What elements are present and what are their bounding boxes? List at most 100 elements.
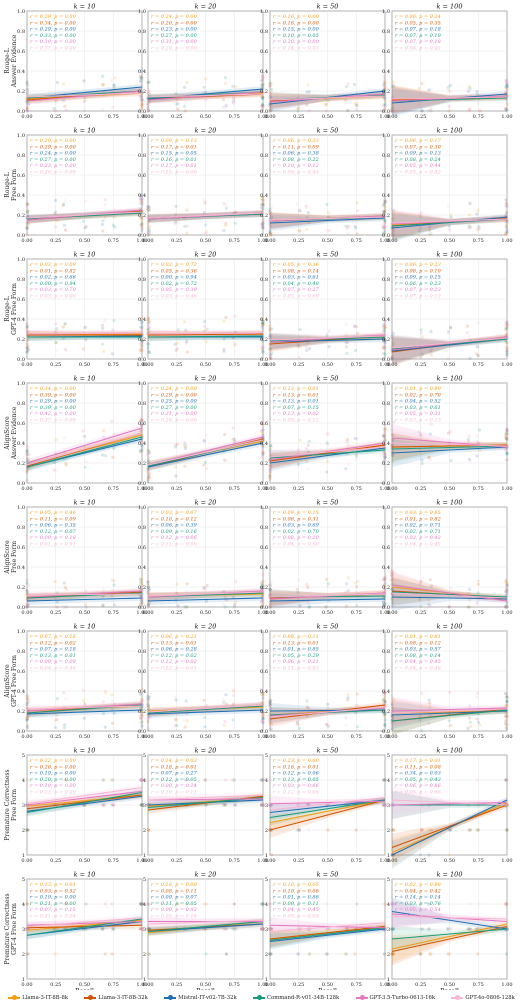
panel-r3-c3-xtick-2: 0.50: [444, 486, 455, 492]
legend-swatch-4: [355, 995, 368, 1000]
panel-r1-c2-ytick-1: 0.2: [260, 213, 268, 219]
panel-r2-c2-stat-s3: r = 0.04, p = 0.48: [273, 281, 319, 287]
panel-r0-c2-point-s5-9: [382, 105, 386, 109]
panel-r1-c3-point-s2-1: [390, 233, 395, 237]
panel-r2-c1-point-s3-8: [261, 320, 265, 324]
panel-r1-c2-point-s0-8: [383, 232, 387, 236]
panel-r1-c2-point-s5-6: [381, 225, 385, 229]
panel-r2-c2-point-s5-7: [383, 321, 387, 325]
panel-r3-c1-ytick-1: 0.2: [138, 461, 146, 467]
panel-r0-c2-point-s3-11: [354, 103, 358, 107]
panel-r7-c2-point-s3-11: [355, 902, 359, 906]
panel-r3-c2-point-s5-11: [354, 457, 358, 462]
panel-r2-c1-point-s2-9: [261, 346, 265, 350]
panel-r1-c0-point-s1-9: [139, 215, 143, 220]
panel-r2-c2-point-s4-9: [382, 344, 386, 348]
panel-r1-c0-point-s3-2: [25, 227, 29, 231]
panel-r0-c0-ytick-1: 0.2: [17, 89, 25, 95]
panel-r0-c1-point-s3-11: [231, 84, 235, 88]
panel-r1-c2-xtick-3: 0.75: [351, 238, 362, 244]
panel-r2-c0-point-s3-7: [140, 338, 144, 343]
panel-r1-c3-band-s0: [392, 211, 507, 239]
panel-r2-c3-ytick-3: 0.6: [382, 297, 390, 303]
panel-r0-c0-stat-s5: r = 0.37, p = 0.00: [30, 46, 77, 52]
panel-r1-c0-point-s2-5: [100, 222, 105, 227]
panel-r2-c3-xtick-0: 0.00: [386, 362, 397, 368]
panel-r0-c0-point-s5-2: [26, 90, 30, 94]
panel-r0-c0-point-s5-5: [101, 107, 105, 112]
panel-r1-c3-point-s3-8: [505, 230, 509, 234]
panel-r1-c0-point-s3-10: [54, 210, 58, 214]
panel-r0-c2-stat-s1: r = 0.16, p = 0.00: [273, 20, 320, 26]
panel-r0-c1-stat-s3: r = 0.27, p = 0.00: [151, 33, 198, 39]
panel-r3-c2-xtick-3: 0.75: [351, 486, 362, 492]
panel-r0-c1-point-s5-1: [146, 109, 150, 113]
panel-r1-c0-point-s3-5: [101, 219, 105, 223]
panel-r0-c2-point-s0-12: [268, 107, 272, 112]
panel-r2-c2-point-s4-8: [383, 324, 387, 329]
panel-r1-c2-point-s3-9: [381, 231, 386, 235]
panel-r1-c1-xtick-0: 0.00: [142, 238, 153, 244]
panel-r2-c1-point-s3-7: [261, 339, 265, 343]
panel-r2-c3-stat-s1: r = 0.08, p = 0.10: [395, 268, 442, 274]
panel-r5-c0-ytick-5: 1.0: [17, 629, 25, 635]
panel-r1-c2-point-s0-6: [382, 226, 386, 230]
panel-r7-c0-stat-s5: r = 0.11, p = 0.04: [30, 914, 76, 920]
panel-r4-c2-stat-s5: r = 0.04, p = 0.50: [273, 542, 320, 548]
panel-r1-c0-point-s3-11: [111, 223, 115, 228]
panel-r3-c0-point-s5-7: [140, 446, 144, 450]
panel-r5-c1-point-s5-5: [222, 698, 226, 702]
panel-r4-c0-ytick-5: 1.0: [17, 505, 25, 511]
panel-r0-c1-point-s0-13: [261, 74, 265, 78]
panel-r3-c1-stat-s1: r = 0.29, p = 0.00: [151, 392, 198, 398]
panel-r1-c1-point-s3-3: [183, 224, 187, 228]
panel-r2-c1-point-s0-6: [260, 324, 265, 328]
panel-r4-c1-point-s3-3: [185, 605, 189, 609]
panel-r1-c0-point-s2-13: [138, 197, 143, 201]
panel-r1-c3-point-s0-9: [504, 219, 508, 223]
panel-r2-c1-point-s4-2: [147, 325, 151, 329]
row-7-ylabel-line-0: Premature Correctness: [4, 893, 11, 964]
panel-r2-c2-point-s3-5: [345, 351, 349, 356]
panel-r2-c2-point-s4-1: [269, 356, 273, 360]
panel-r2-c2-point-s5-4: [324, 332, 328, 336]
panel-r2-c1-point-s2-1: [147, 350, 151, 354]
panel-r7-c0-xtick-3: 0.75: [108, 982, 119, 988]
panel-r2-c2-point-s2-6: [381, 339, 385, 343]
panel-r0-c2-stat-s4: r = 0.20, p = 0.00: [273, 39, 320, 45]
panel-r1-c3-point-s0-11: [476, 208, 480, 212]
panel-r2-c3-point-s0-10: [420, 335, 424, 339]
panel-r2-c0-stat-s4: r = 0.03, p = 0.79: [30, 287, 77, 293]
panel-r0-c0-point-s0-7: [140, 100, 144, 104]
panel-r1-c0-point-s0-5: [103, 216, 107, 220]
panel-r2-c0-point-s1-4: [82, 347, 86, 351]
panel-r5-c3-ytick-1: 0.2: [382, 709, 390, 715]
panel-r4-c3-ytick-1: 0.2: [382, 585, 390, 591]
panel-r5-c1-point-s4-11: [232, 693, 236, 697]
panel-r7-c1-stat-s2: r = 0.09, p = 0.07: [151, 895, 198, 901]
panel-r0-c3-stat-s3: r = 0.07, p = 0.19: [395, 33, 442, 39]
panel-r0-c0-stat-s3: r = 0.33, p = 0.00: [30, 33, 77, 39]
panel-r0-c1-point-s3-4: [202, 85, 206, 89]
panel-r0-c0-point-s4-2: [25, 87, 29, 92]
panel-r1-c3-point-s0-7: [504, 210, 509, 214]
panel-r0-c2-point-s0-11: [353, 101, 357, 106]
panel-r1-c2-point-s4-2: [269, 233, 273, 237]
panel-r0-c3-point-s0-8: [505, 86, 509, 90]
panel-r0-c3-point-s4-10: [420, 109, 424, 113]
panel-r1-c2-point-s2-2: [270, 216, 274, 220]
panel-r5-c3-xtick-2: 0.50: [444, 734, 455, 740]
panel-r2-c0-point-s1-6: [140, 339, 144, 343]
panel-r0-c0-point-s0-8: [140, 103, 144, 107]
panel-r1-c3-point-s2-13: [505, 204, 509, 208]
panel-r0-c3-point-s4-13: [505, 89, 509, 93]
panel-r6-c0-xtick-3: 0.75: [108, 858, 119, 864]
legend-label-5: GPT-4o-0806-128k: [465, 995, 515, 1001]
panel-r7-c3-point-s5-4: [447, 927, 451, 931]
panel-r4-c0-point-s1-3: [63, 585, 67, 590]
panel-r1-c1-point-s0-0: [146, 226, 150, 230]
panel-r0-c2-point-s1-1: [268, 104, 272, 108]
panel-r0-c2-point-s3-1: [269, 107, 274, 112]
panel-r1-c2-point-s2-11: [353, 224, 357, 228]
